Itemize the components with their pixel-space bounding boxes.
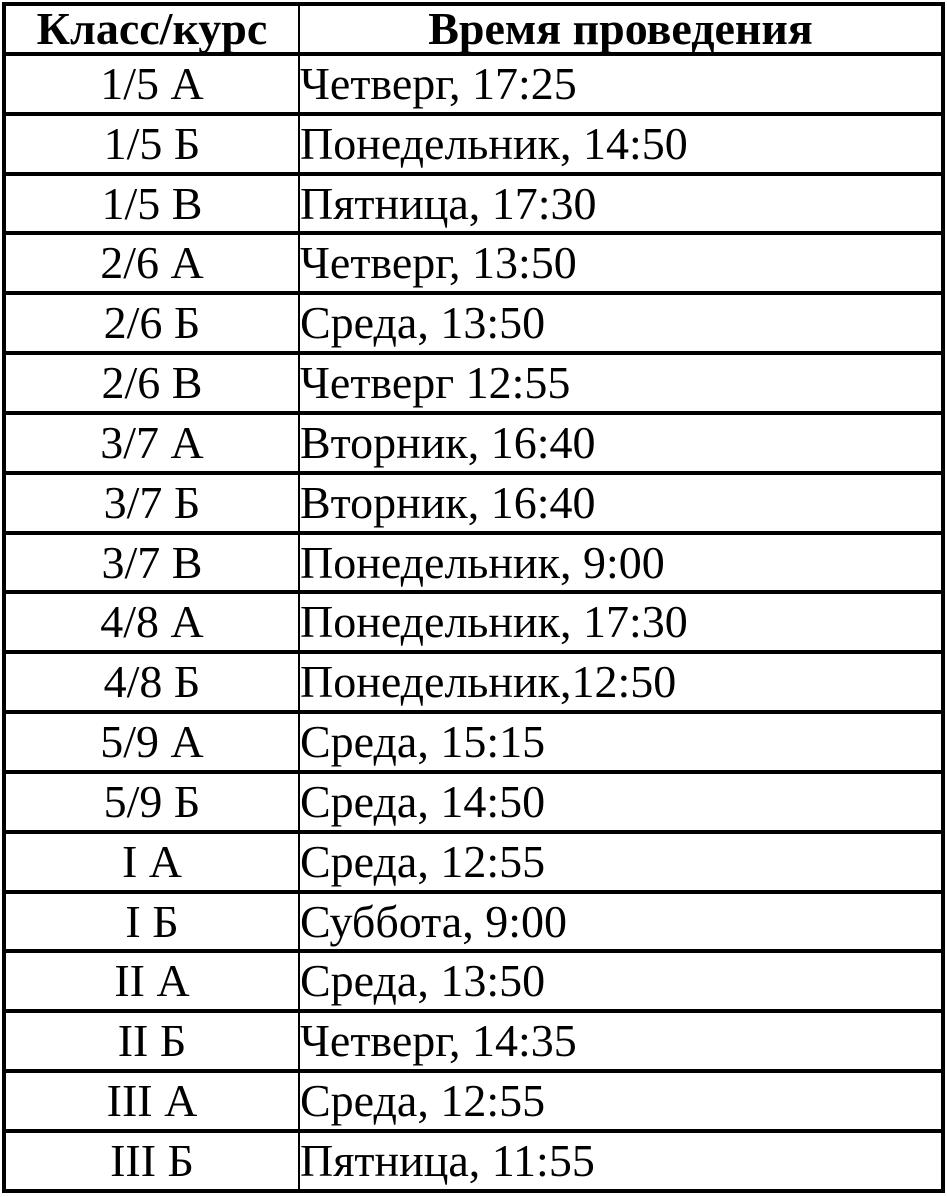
table-row: 4/8 А Понедельник, 17:30 bbox=[3, 590, 944, 655]
time-cell: Среда, 14:50 bbox=[298, 769, 944, 834]
class-course-cell: III Б bbox=[3, 1128, 300, 1194]
table-row: 1/5 А Четверг, 17:25 bbox=[3, 52, 944, 116]
table-row: 2/6 Б Среда, 13:50 bbox=[3, 291, 944, 356]
class-course-cell: 3/7 Б bbox=[3, 470, 300, 535]
class-course-cell: 2/6 Б bbox=[3, 291, 300, 356]
class-course-cell: 4/8 Б bbox=[3, 650, 300, 715]
time-cell: Суббота, 9:00 bbox=[298, 889, 944, 954]
table-row: 4/8 Б Понедельник,12:50 bbox=[3, 650, 944, 715]
class-course-cell: 2/6 А bbox=[3, 231, 300, 296]
time-cell: Пятница, 11:55 bbox=[298, 1128, 944, 1194]
time-cell: Вторник, 16:40 bbox=[298, 410, 944, 475]
time-cell: Четверг 12:55 bbox=[298, 351, 944, 415]
table-row: 1/5 В Пятница, 17:30 bbox=[3, 171, 944, 236]
time-cell: Пятница, 17:30 bbox=[298, 171, 944, 236]
class-course-cell: 2/6 В bbox=[3, 351, 300, 415]
class-course-cell: 3/7 В bbox=[3, 530, 300, 595]
time-cell: Понедельник,12:50 bbox=[298, 650, 944, 715]
class-course-cell: II Б bbox=[3, 1009, 300, 1074]
header-row: Класс/курс Время проведения bbox=[3, 2, 944, 56]
time-cell: Среда, 13:50 bbox=[298, 291, 944, 356]
table-row: II А Среда, 13:50 bbox=[3, 949, 944, 1014]
table-row: 3/7 А Вторник, 16:40 bbox=[3, 410, 944, 475]
class-course-cell: 5/9 А bbox=[3, 710, 300, 774]
table-row: 3/7 В Понедельник, 9:00 bbox=[3, 530, 944, 595]
table-row: I Б Суббота, 9:00 bbox=[3, 889, 944, 954]
class-course-cell: II А bbox=[3, 949, 300, 1014]
class-course-cell: 4/8 А bbox=[3, 590, 300, 655]
class-course-cell: 3/7 А bbox=[3, 410, 300, 475]
table-row: 1/5 Б Понедельник, 14:50 bbox=[3, 111, 944, 176]
table-row: 3/7 Б Вторник, 16:40 bbox=[3, 470, 944, 535]
time-cell: Среда, 12:55 bbox=[298, 829, 944, 894]
time-cell: Понедельник, 9:00 bbox=[298, 530, 944, 595]
table-row: I А Среда, 12:55 bbox=[3, 829, 944, 894]
time-cell: Четверг, 13:50 bbox=[298, 231, 944, 296]
class-course-cell: 1/5 А bbox=[3, 52, 300, 116]
time-cell: Понедельник, 14:50 bbox=[298, 111, 944, 176]
class-course-cell: 1/5 Б bbox=[3, 111, 300, 176]
time-cell: Четверг, 17:25 bbox=[298, 52, 944, 116]
class-course-cell: 1/5 В bbox=[3, 171, 300, 236]
time-cell: Понедельник, 17:30 bbox=[298, 590, 944, 655]
header-time: Время проведения bbox=[298, 2, 944, 56]
table-row: 2/6 В Четверг 12:55 bbox=[3, 351, 944, 415]
table-row: III Б Пятница, 11:55 bbox=[3, 1128, 944, 1194]
time-cell: Среда, 12:55 bbox=[298, 1069, 944, 1133]
class-course-cell: 5/9 Б bbox=[3, 769, 300, 834]
header-class-course: Класс/курс bbox=[3, 2, 300, 56]
table-row: 5/9 А Среда, 15:15 bbox=[3, 710, 944, 774]
class-course-cell: III А bbox=[3, 1069, 300, 1133]
table-row: III А Среда, 12:55 bbox=[3, 1069, 944, 1133]
table-row: II Б Четверг, 14:35 bbox=[3, 1009, 944, 1074]
class-course-cell: I Б bbox=[3, 889, 300, 954]
table-row: 2/6 А Четверг, 13:50 bbox=[3, 231, 944, 296]
table-row: 5/9 Б Среда, 14:50 bbox=[3, 769, 944, 834]
table-body: 1/5 А Четверг, 17:25 1/5 Б Понедельник, 14:… bbox=[3, 52, 944, 1194]
time-cell: Четверг, 14:35 bbox=[298, 1009, 944, 1074]
time-cell: Среда, 15:15 bbox=[298, 710, 944, 774]
time-cell: Вторник, 16:40 bbox=[298, 470, 944, 535]
time-cell: Среда, 13:50 bbox=[298, 949, 944, 1014]
class-course-cell: I А bbox=[3, 829, 300, 894]
